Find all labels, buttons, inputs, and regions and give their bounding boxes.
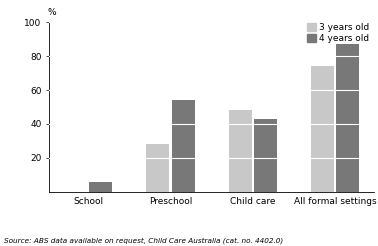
Bar xyxy=(90,182,113,192)
Legend: 3 years old, 4 years old: 3 years old, 4 years old xyxy=(307,23,370,43)
Text: Source: ABS data available on request, Child Care Australia (cat. no. 4402.0): Source: ABS data available on request, C… xyxy=(4,237,283,244)
Bar xyxy=(229,110,252,192)
Text: %: % xyxy=(47,8,56,17)
Bar xyxy=(311,66,334,192)
Bar xyxy=(254,119,277,192)
Bar xyxy=(336,44,359,192)
Bar xyxy=(146,144,169,192)
Bar xyxy=(172,100,195,192)
